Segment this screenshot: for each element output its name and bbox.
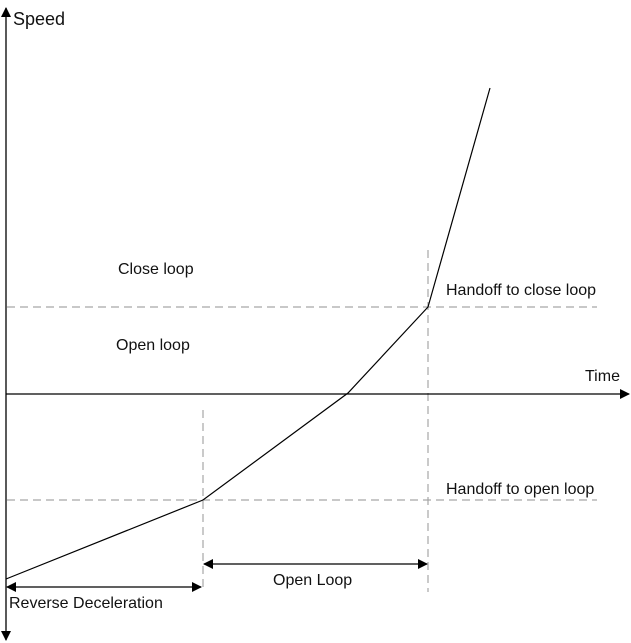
- handoff-close-label: Handoff to close loop: [446, 282, 596, 299]
- y-axis-label: Speed: [13, 9, 65, 29]
- speed-curve: [5, 87, 491, 580]
- x-axis-label: Time: [585, 368, 620, 385]
- close-loop-region-label: Close loop: [118, 261, 194, 278]
- open-loop-region-label: Open loop: [116, 337, 190, 354]
- reverse-deceleration-label: Reverse Deceleration: [9, 595, 163, 612]
- open-loop-span-label: Open Loop: [273, 572, 352, 589]
- handoff-open-label: Handoff to open loop: [446, 481, 594, 498]
